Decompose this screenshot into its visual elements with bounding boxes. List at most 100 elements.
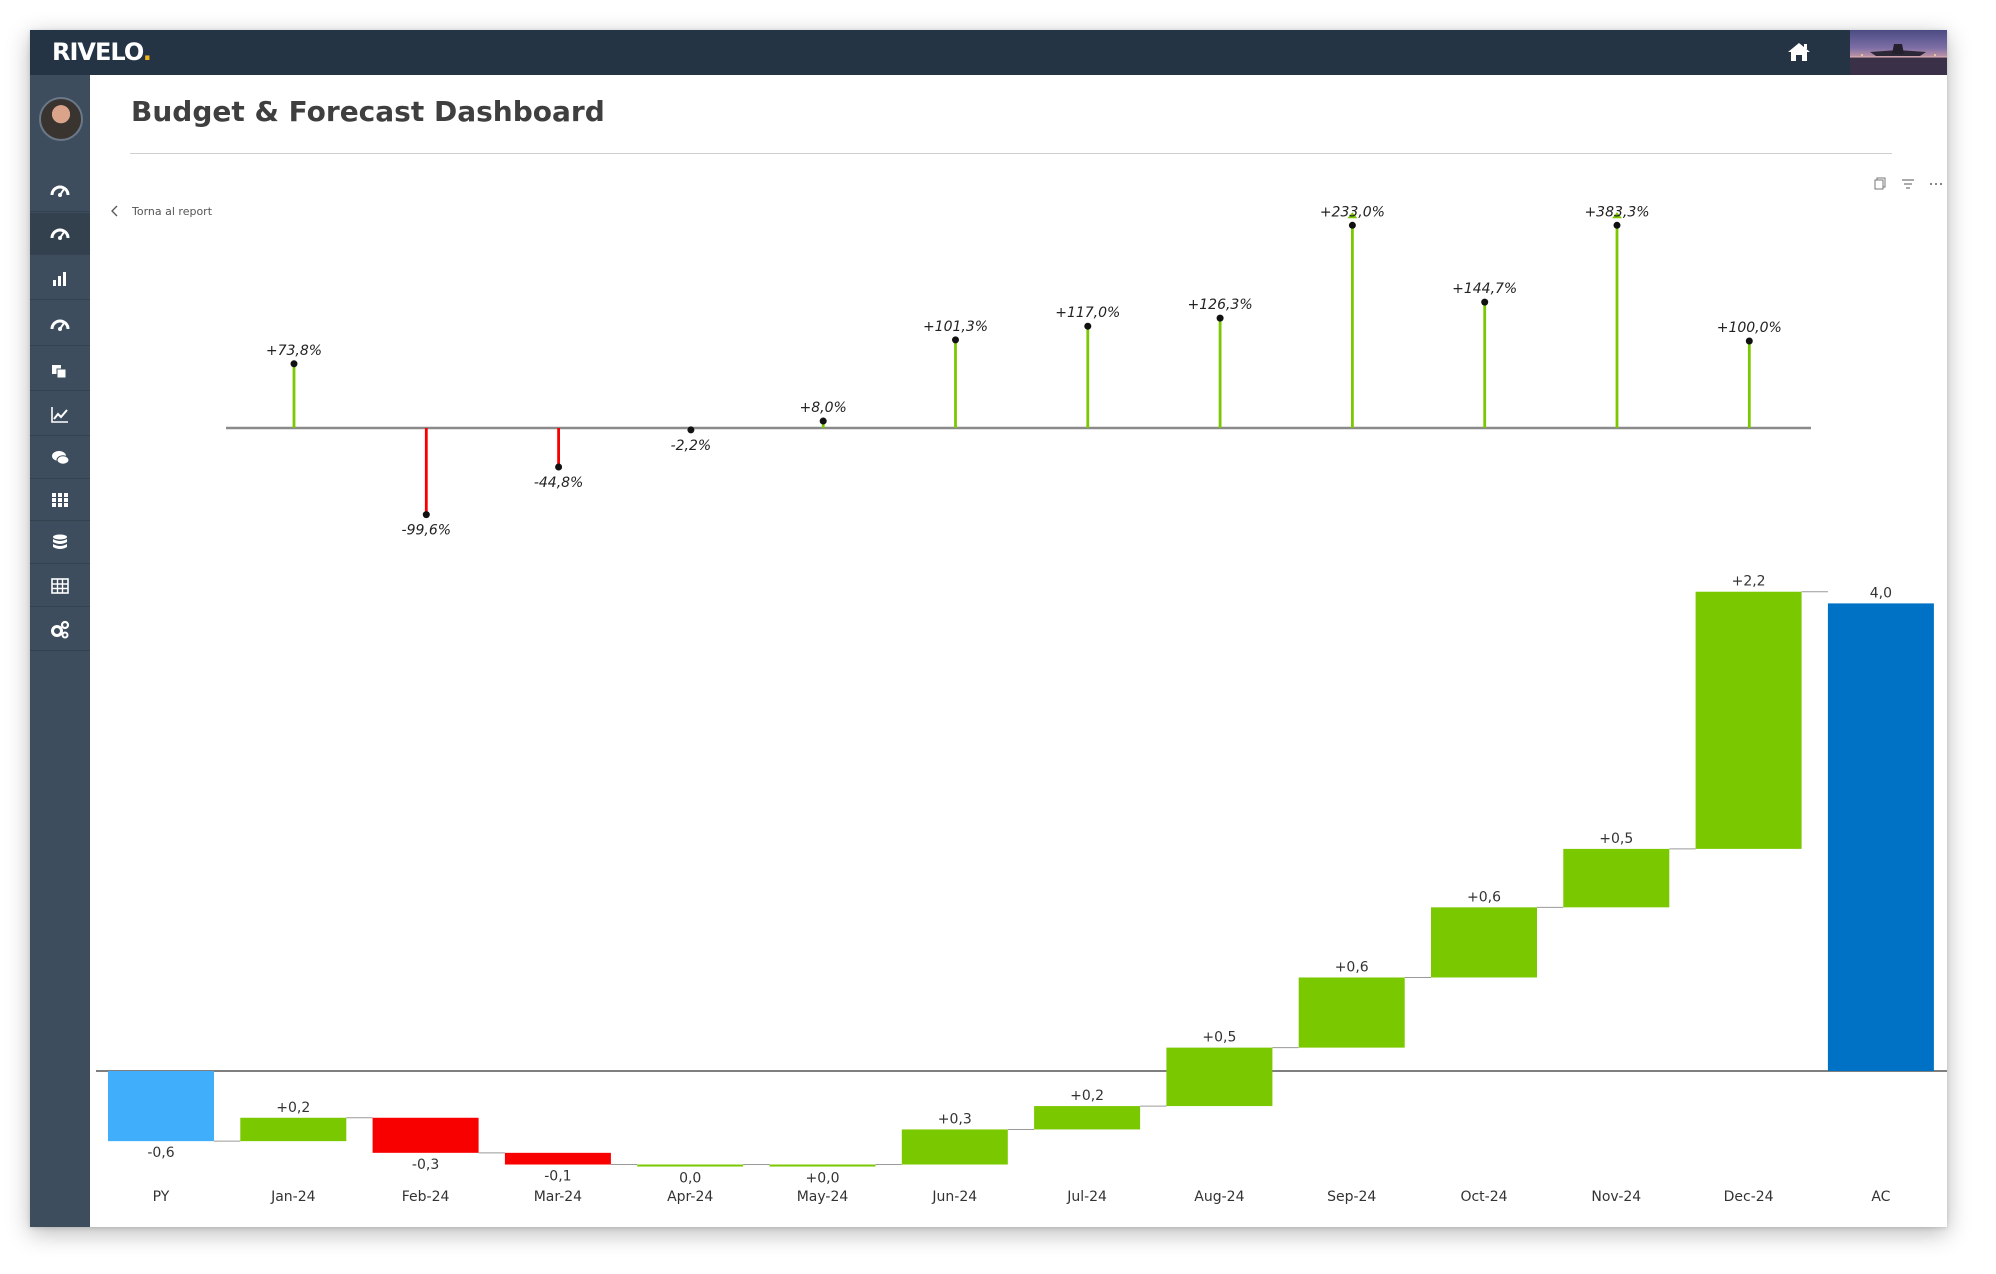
dashboard-icon	[50, 185, 70, 197]
waterfall-value-Jan-24: +0,2	[276, 1100, 310, 1116]
pin-label-Oct-24: +144,7%	[1452, 281, 1517, 297]
sidebar-item-8[interactable]	[30, 479, 90, 521]
sidebar-item-10[interactable]	[30, 565, 90, 607]
waterfall-bar-May-24	[769, 1164, 876, 1167]
sidebar-item-11[interactable]	[30, 609, 90, 651]
logo-text: RIVELO	[52, 38, 144, 66]
top-bar: RIVELO.	[30, 30, 1947, 75]
waterfall-value-Mar-24: -0,1	[544, 1169, 571, 1185]
copy-icon[interactable]	[1872, 176, 1890, 192]
pin-head-Aug-24	[1216, 314, 1224, 322]
page-title: Budget & Forecast Dashboard	[131, 95, 605, 128]
sidebar-item-6[interactable]	[30, 394, 90, 436]
x-tick-PY: PY	[153, 1189, 170, 1205]
pin-overflow-marker-Nov-24	[1612, 212, 1622, 219]
pin-head-Jan-24	[290, 360, 298, 368]
waterfall-value-Aug-24: +0,5	[1202, 1030, 1236, 1046]
waterfall-value-AC: 4,0	[1870, 585, 1892, 601]
pin-head-Nov-24	[1613, 221, 1621, 229]
pin-label-Nov-24: +383,3%	[1584, 204, 1649, 220]
sidebar-item-9[interactable]	[30, 522, 90, 564]
pin-head-Dec-24	[1745, 337, 1753, 345]
x-tick-Dec-24: Dec-24	[1724, 1189, 1774, 1205]
x-tick-Feb-24: Feb-24	[402, 1189, 450, 1205]
dashboard-icon	[50, 319, 70, 331]
pin-head-Mar-24	[555, 463, 563, 471]
pin-label-Jan-24: +73,8%	[266, 343, 322, 359]
waterfall-bar-Dec-24	[1695, 591, 1802, 849]
pin-label-Apr-24: -2,2%	[671, 438, 712, 454]
more-options-icon[interactable]	[1928, 176, 1946, 192]
x-tick-Nov-24: Nov-24	[1591, 1189, 1641, 1205]
comments-icon	[52, 450, 70, 465]
pin-head-Feb-24	[422, 511, 430, 519]
rivelo-logo[interactable]: RIVELO.	[52, 37, 152, 67]
waterfall-value-Dec-24: +2,2	[1732, 574, 1766, 590]
pin-label-Feb-24: -99,6%	[402, 523, 452, 539]
waterfall-value-Feb-24: -0,3	[412, 1157, 439, 1173]
x-tick-May-24: May-24	[797, 1189, 849, 1205]
waterfall-bar-AC	[1827, 603, 1934, 1071]
waterfall-value-Oct-24: +0,6	[1467, 889, 1501, 905]
pin-head-Apr-24	[687, 426, 695, 434]
waterfall-value-Apr-24: 0,0	[679, 1171, 701, 1187]
pin-head-Oct-24	[1481, 298, 1489, 306]
back-to-report-label: Torna al report	[132, 204, 213, 218]
visual-header-icons	[1872, 176, 1946, 192]
pin-label-Dec-24: +100,0%	[1717, 320, 1782, 336]
database-icon	[53, 534, 67, 549]
pin-label-Sep-24: +233,0%	[1320, 204, 1385, 220]
dashboard-icon	[50, 228, 70, 240]
x-tick-Mar-24: Mar-24	[534, 1189, 582, 1205]
x-tick-Aug-24: Aug-24	[1194, 1189, 1244, 1205]
pin-label-Jul-24: +117,0%	[1055, 305, 1120, 321]
pin-label-Mar-24: -44,8%	[534, 475, 584, 491]
x-tick-Oct-24: Oct-24	[1460, 1189, 1507, 1205]
title-divider	[130, 153, 1892, 154]
sidebar-item-2[interactable]	[30, 213, 90, 255]
pin-label-Jun-24: +101,3%	[923, 319, 988, 335]
back-to-report-link[interactable]: Torna al report	[108, 202, 212, 220]
sidebar-item-7[interactable]	[30, 437, 90, 479]
waterfall-bar-Feb-24	[372, 1117, 479, 1153]
header-thumbnail-image	[1850, 30, 1947, 75]
x-tick-Apr-24: Apr-24	[667, 1189, 713, 1205]
grid-icon	[52, 492, 68, 507]
waterfall-value-Jul-24: +0,2	[1070, 1088, 1104, 1104]
filter-icon[interactable]	[1900, 176, 1918, 192]
waterfall-bar-Aug-24	[1166, 1047, 1273, 1107]
settings-icon	[51, 620, 70, 638]
waterfall-value-PY: -0,6	[147, 1145, 174, 1161]
sidebar-item-4[interactable]	[30, 304, 90, 346]
pin-label-May-24: +8,0%	[800, 400, 847, 416]
waterfall-bar-Apr-24	[637, 1164, 744, 1167]
bar-chart-icon	[53, 271, 66, 286]
user-avatar[interactable]	[39, 97, 83, 141]
waterfall-value-Sep-24: +0,6	[1335, 959, 1369, 975]
waterfall-bar-Jun-24	[901, 1129, 1008, 1165]
x-tick-Jul-24: Jul-24	[1066, 1189, 1107, 1205]
sidebar-item-1[interactable]	[30, 170, 90, 212]
budget-forecast-chart: +73,8% -99,6% -44,8% -2,2% +8,0% +101,3% +117,…	[96, 204, 1947, 1205]
waterfall-bar-Jan-24	[240, 1117, 347, 1142]
app-window: RIVELO. Budget & Forecast Dashboard	[30, 30, 1947, 1227]
waterfall-bar-PY	[108, 1071, 214, 1142]
home-icon[interactable]	[1785, 38, 1813, 66]
sidebar	[30, 75, 90, 1227]
pin-label-Aug-24: +126,3%	[1188, 297, 1253, 313]
line-chart-icon	[51, 406, 68, 423]
chevron-left-icon	[111, 205, 118, 217]
pin-head-Jun-24	[952, 336, 959, 344]
table-icon	[51, 577, 69, 594]
pin-head-Jul-24	[1084, 322, 1092, 330]
pin-head-Sep-24	[1348, 221, 1356, 229]
x-tick-AC: AC	[1871, 1189, 1890, 1205]
pin-overflow-marker-Sep-24	[1347, 212, 1358, 219]
waterfall-value-Nov-24: +0,5	[1599, 831, 1633, 847]
waterfall-bar-Nov-24	[1563, 848, 1670, 908]
sidebar-item-3[interactable]	[30, 258, 90, 300]
x-tick-Jan-24: Jan-24	[270, 1189, 316, 1205]
sidebar-item-5[interactable]	[30, 349, 90, 391]
logo-dot: .	[142, 38, 152, 66]
pin-head-May-24	[819, 417, 827, 425]
